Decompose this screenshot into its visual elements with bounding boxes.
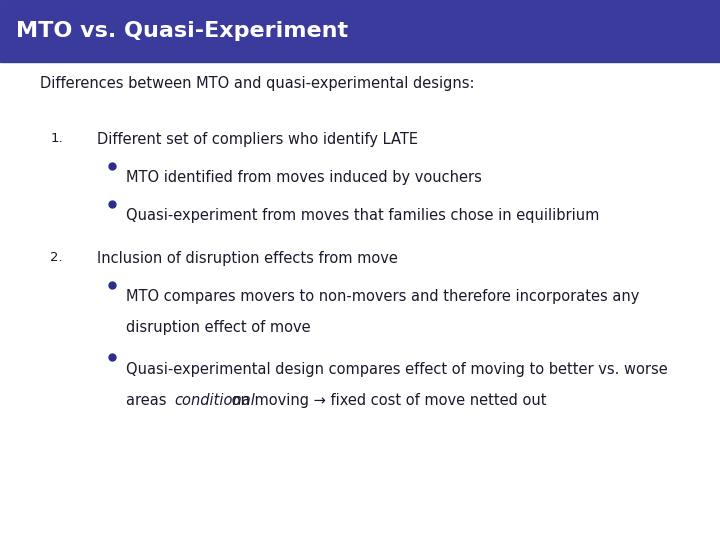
Text: Inclusion of disruption effects from move: Inclusion of disruption effects from mov… (97, 251, 398, 266)
Text: disruption effect of move: disruption effect of move (126, 320, 310, 335)
Text: Quasi-experimental design compares effect of moving to better vs. worse: Quasi-experimental design compares effec… (126, 362, 667, 377)
Text: Different set of compliers who identify LATE: Different set of compliers who identify … (97, 132, 418, 147)
Text: 2.: 2. (50, 251, 63, 264)
Text: areas: areas (126, 393, 171, 408)
Text: Quasi-experiment from moves that families chose in equilibrium: Quasi-experiment from moves that familie… (126, 208, 599, 223)
Text: MTO vs. Quasi-Experiment: MTO vs. Quasi-Experiment (16, 21, 348, 41)
Text: on moving → fixed cost of move netted out: on moving → fixed cost of move netted ou… (227, 393, 546, 408)
Text: 1.: 1. (50, 132, 63, 145)
Text: conditional: conditional (174, 393, 255, 408)
Text: MTO identified from moves induced by vouchers: MTO identified from moves induced by vou… (126, 170, 482, 185)
Bar (0, 0, 720, 62)
Text: MTO compares movers to non-movers and therefore incorporates any: MTO compares movers to non-movers and th… (126, 289, 639, 304)
Text: Differences between MTO and quasi-experimental designs:: Differences between MTO and quasi-experi… (40, 76, 474, 91)
